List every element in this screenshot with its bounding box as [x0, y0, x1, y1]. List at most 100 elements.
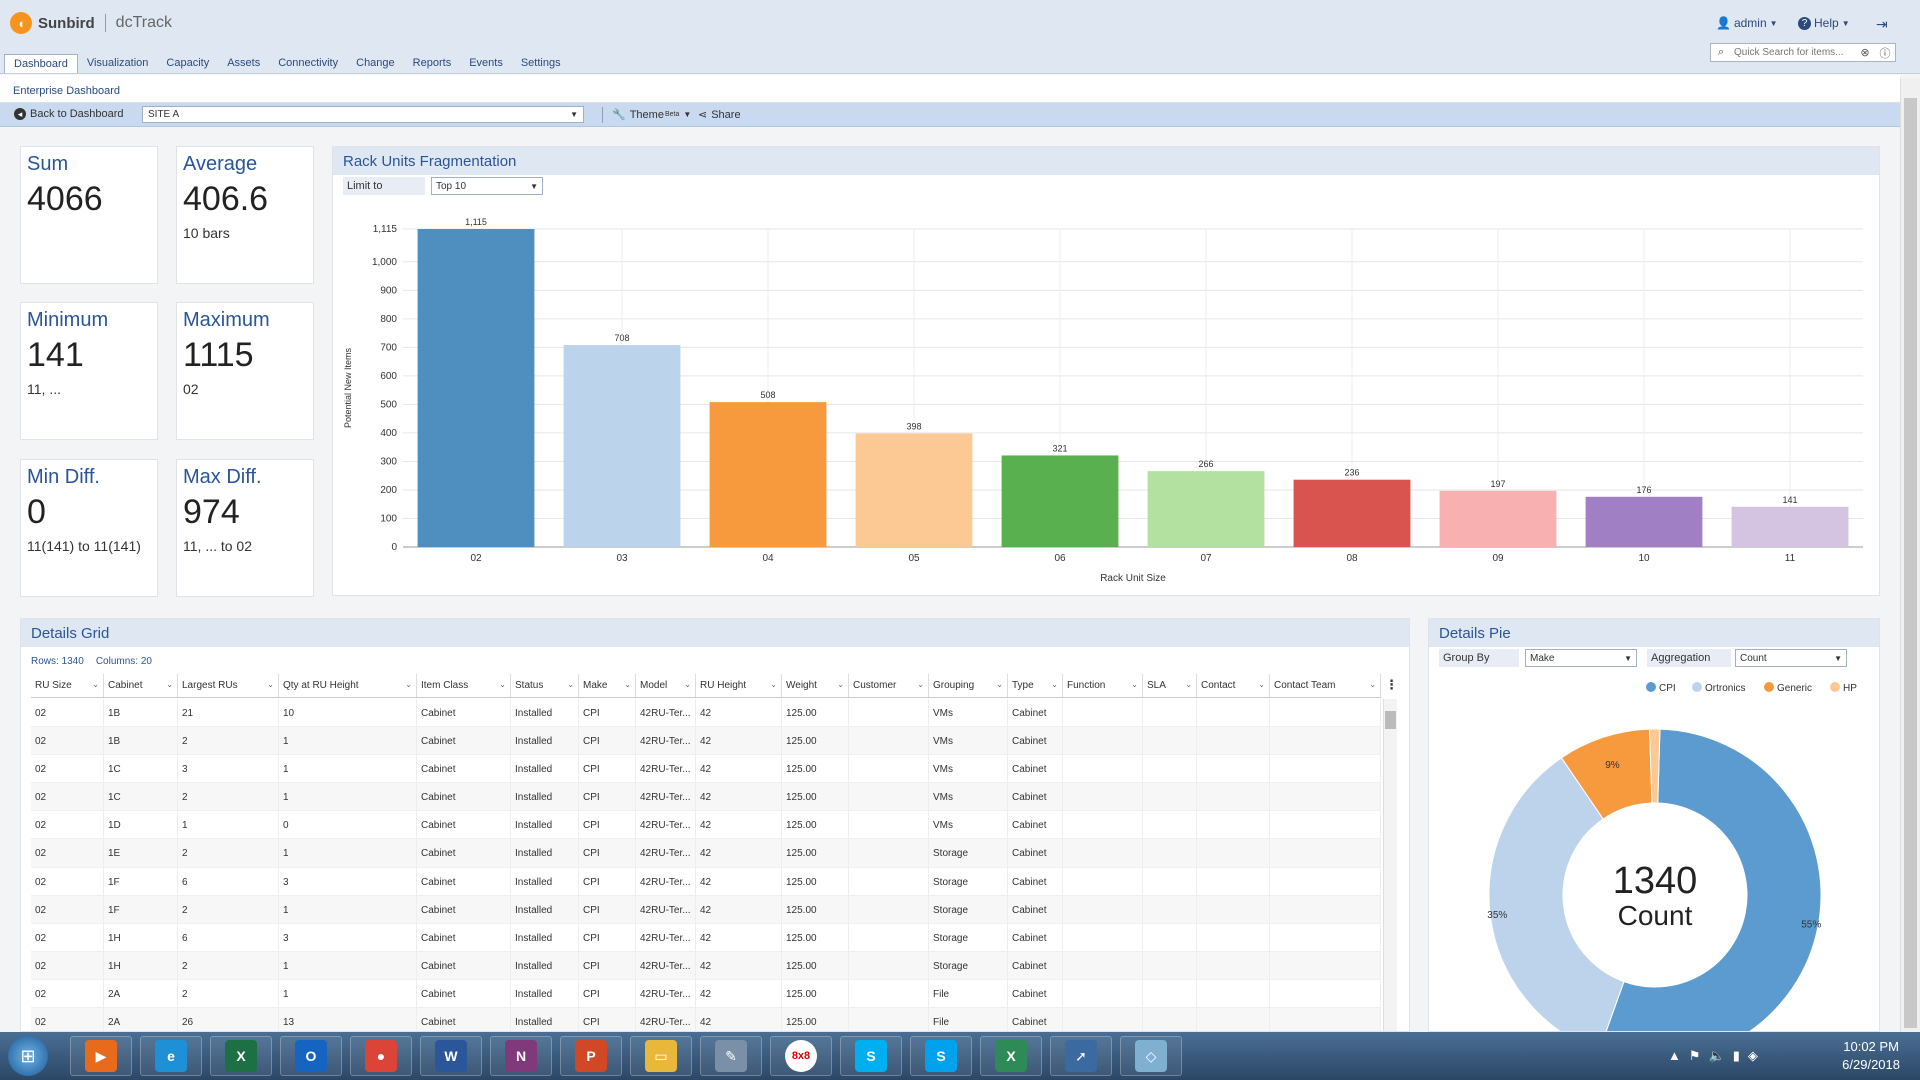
table-row[interactable]: 02 1D 1 0 Cabinet Installed CPI 42RU-Ter... 42 12… — [31, 811, 1381, 840]
search-help-icon[interactable]: ⓘ — [1879, 47, 1891, 60]
bar-06[interactable] — [1001, 455, 1119, 547]
column-header-type[interactable]: Type ⌄ — [1008, 674, 1063, 697]
help-menu[interactable]: ? Help ▼ — [1798, 16, 1850, 30]
limit-select[interactable]: Top 10 ▼ — [431, 177, 543, 195]
nav-tab-dashboard[interactable]: Dashboard — [4, 54, 78, 73]
table-row[interactable]: 02 1H 2 1 Cabinet Installed CPI 42RU-Ter... 42 12… — [31, 951, 1381, 980]
grid-scrollbar[interactable] — [1383, 699, 1397, 1031]
column-menu-chevron-icon[interactable]: ⌄ — [1369, 680, 1376, 689]
taskbar-app[interactable]: ◇ — [1120, 1036, 1182, 1076]
taskbar-app[interactable]: W — [420, 1036, 482, 1076]
bar-08[interactable] — [1293, 479, 1411, 547]
column-header-contact[interactable]: Contact ⌄ — [1197, 674, 1270, 697]
taskbar-app[interactable]: 8x8 — [770, 1036, 832, 1076]
dropbox-icon[interactable]: ◈ — [1747, 1048, 1766, 1063]
clear-search-icon[interactable]: ⊗ — [1860, 47, 1870, 59]
logout-icon[interactable]: ⇥ — [1876, 16, 1888, 32]
column-header-sla[interactable]: SLA ⌄ — [1143, 674, 1197, 697]
bar-03[interactable] — [563, 345, 681, 547]
column-header-contact-team[interactable]: Contact Team ⌄ — [1270, 674, 1381, 697]
quick-search-input[interactable] — [1731, 47, 1855, 58]
network-icon[interactable]: ▮ — [1732, 1048, 1748, 1063]
taskbar-app[interactable]: ✎ — [700, 1036, 762, 1076]
volume-icon[interactable]: 🔈 — [1708, 1048, 1733, 1063]
share-button[interactable]: ⋖ Share — [698, 108, 741, 122]
column-header-cabinet[interactable]: Cabinet ⌄ — [104, 674, 178, 697]
table-row[interactable]: 02 1C 3 1 Cabinet Installed CPI 42RU-Ter... 42 12… — [31, 755, 1381, 784]
nav-tab-settings[interactable]: Settings — [520, 57, 561, 69]
legend-item-generic[interactable]: Generic — [1764, 682, 1812, 694]
bar-09[interactable] — [1439, 490, 1557, 547]
nav-tab-assets[interactable]: Assets — [227, 57, 261, 69]
taskbar-clock[interactable]: 10:02 PM 6/29/2018 — [1842, 1038, 1900, 1074]
column-header-ru-height[interactable]: RU Height ⌄ — [696, 674, 782, 697]
column-header-function[interactable]: Function ⌄ — [1063, 674, 1143, 697]
taskbar-app[interactable]: ▶ — [70, 1036, 132, 1076]
table-row[interactable]: 02 1H 6 3 Cabinet Installed CPI 42RU-Ter... 42 12… — [31, 923, 1381, 952]
taskbar-app[interactable]: S — [840, 1036, 902, 1076]
page-scroll-thumb[interactable] — [1904, 98, 1917, 1028]
bar-05[interactable] — [855, 433, 973, 547]
column-menu-chevron-icon[interactable]: ⌄ — [1258, 680, 1265, 689]
legend-item-cpi[interactable]: CPI — [1646, 682, 1676, 694]
column-menu-chevron-icon[interactable]: ⌄ — [770, 680, 777, 689]
column-header-weight[interactable]: Weight ⌄ — [782, 674, 849, 697]
brand[interactable]: ◖ Sunbird dcTrack — [10, 12, 172, 34]
taskbar-app[interactable]: X — [980, 1036, 1042, 1076]
column-menu-chevron-icon[interactable]: ⌄ — [166, 680, 173, 689]
grid-menu-icon[interactable]: ⋮ — [1385, 677, 1398, 692]
taskbar-app[interactable]: S — [910, 1036, 972, 1076]
nav-tab-visualization[interactable]: Visualization — [86, 57, 149, 69]
column-menu-chevron-icon[interactable]: ⌄ — [996, 680, 1003, 689]
bar-11[interactable] — [1731, 506, 1849, 547]
column-menu-chevron-icon[interactable]: ⌄ — [1131, 680, 1138, 689]
nav-tab-events[interactable]: Events — [469, 57, 503, 69]
column-menu-chevron-icon[interactable]: ⌄ — [1051, 680, 1058, 689]
column-menu-chevron-icon[interactable]: ⌄ — [917, 680, 924, 689]
back-to-dashboard-button[interactable]: ◂ Back to Dashboard — [14, 108, 124, 120]
aggregation-select[interactable]: Count ▼ — [1735, 649, 1847, 667]
column-header-model[interactable]: Model ⌄ — [636, 674, 696, 697]
column-header-customer[interactable]: Customer ⌄ — [849, 674, 929, 697]
table-row[interactable]: 02 1F 6 3 Cabinet Installed CPI 42RU-Ter... 42 12… — [31, 867, 1381, 896]
table-row[interactable]: 02 2A 26 13 Cabinet Installed CPI 42RU-Ter... 42… — [31, 1008, 1381, 1031]
pie-slice-cpi[interactable] — [1599, 728, 1822, 1032]
taskbar-app[interactable]: O — [280, 1036, 342, 1076]
group-by-select[interactable]: Make ▼ — [1525, 649, 1637, 667]
column-header-grouping[interactable]: Grouping ⌄ — [929, 674, 1008, 697]
site-select[interactable]: SITE A ▼ — [142, 106, 584, 123]
legend-item-hp[interactable]: HP — [1830, 682, 1857, 694]
column-menu-chevron-icon[interactable]: ⌄ — [267, 680, 274, 689]
taskbar-app[interactable]: P — [560, 1036, 622, 1076]
nav-tab-capacity[interactable]: Capacity — [166, 57, 210, 69]
bar-04[interactable] — [709, 402, 827, 547]
flag-icon[interactable]: ⚑ — [1688, 1048, 1709, 1063]
bar-07[interactable] — [1147, 471, 1265, 547]
taskbar-app[interactable]: e — [140, 1036, 202, 1076]
column-menu-chevron-icon[interactable]: ⌄ — [92, 680, 99, 689]
pie-slice-ortronics[interactable] — [1488, 757, 1625, 1032]
column-menu-chevron-icon[interactable]: ⌄ — [1185, 680, 1192, 689]
grid-scroll-thumb[interactable] — [1385, 711, 1396, 729]
table-row[interactable]: 02 1B 21 10 Cabinet Installed CPI 42RU-Ter... 42… — [31, 699, 1381, 728]
system-tray[interactable]: ▲⚑🔈▮◈ — [1668, 1048, 1766, 1064]
column-header-item-class[interactable]: Item Class ⌄ — [417, 674, 511, 697]
column-menu-chevron-icon[interactable]: ⌄ — [837, 680, 844, 689]
pie-slice-hp[interactable] — [1649, 728, 1661, 804]
column-header-make[interactable]: Make ⌄ — [579, 674, 636, 697]
nav-tab-change[interactable]: Change — [356, 57, 395, 69]
table-row[interactable]: 02 1E 2 1 Cabinet Installed CPI 42RU-Ter... 42 12… — [31, 839, 1381, 868]
nav-tab-reports[interactable]: Reports — [412, 57, 452, 69]
column-menu-chevron-icon[interactable]: ⌄ — [567, 680, 574, 689]
table-row[interactable]: 02 1F 2 1 Cabinet Installed CPI 42RU-Ter... 42 12… — [31, 895, 1381, 924]
column-menu-chevron-icon[interactable]: ⌄ — [405, 680, 412, 689]
column-header-qty-at-ru-height[interactable]: Qty at RU Height ⌄ — [279, 674, 417, 697]
table-row[interactable]: 02 1B 2 1 Cabinet Installed CPI 42RU-Ter... 42 12… — [31, 727, 1381, 756]
column-menu-chevron-icon[interactable]: ⌄ — [499, 680, 506, 689]
column-header-status[interactable]: Status ⌄ — [511, 674, 579, 697]
start-button-icon[interactable]: ⊞ — [8, 1036, 48, 1076]
theme-button[interactable]: 🔧 Theme Beta ▼ — [612, 108, 691, 122]
user-menu[interactable]: 👤 admin ▼ — [1716, 16, 1778, 30]
taskbar-app[interactable]: N — [490, 1036, 552, 1076]
column-header-ru-size[interactable]: RU Size ⌄ — [31, 674, 104, 697]
